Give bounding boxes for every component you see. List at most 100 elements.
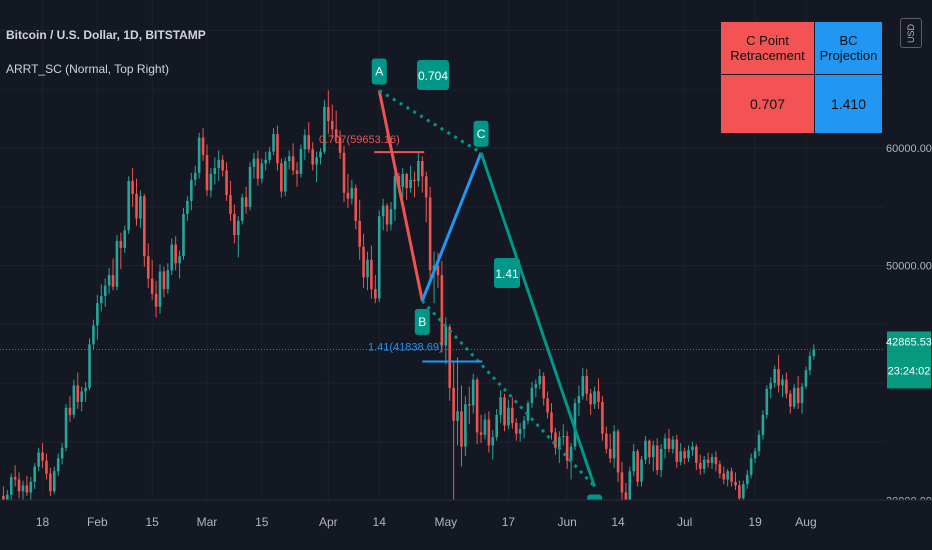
- candle[interactable]: [471, 373, 475, 414]
- candle[interactable]: [612, 425, 616, 468]
- candle[interactable]: [448, 324, 452, 401]
- candle[interactable]: [440, 260, 444, 353]
- candle[interactable]: [115, 235, 119, 291]
- candle[interactable]: [753, 447, 757, 464]
- candle[interactable]: [522, 416, 526, 439]
- candle[interactable]: [56, 453, 60, 476]
- candle[interactable]: [385, 203, 389, 232]
- candle[interactable]: [99, 284, 103, 312]
- candle[interactable]: [421, 156, 424, 193]
- candle[interactable]: [131, 168, 134, 207]
- currency-badge[interactable]: USD: [900, 18, 922, 48]
- candle[interactable]: [738, 480, 741, 503]
- candle[interactable]: [663, 433, 667, 459]
- candle[interactable]: [464, 396, 467, 456]
- candle[interactable]: [616, 428, 620, 482]
- candle[interactable]: [687, 445, 690, 462]
- candle[interactable]: [605, 426, 608, 454]
- candle[interactable]: [240, 193, 244, 225]
- candle[interactable]: [25, 475, 29, 496]
- candle[interactable]: [812, 344, 816, 360]
- candle[interactable]: [76, 372, 80, 409]
- candle[interactable]: [280, 158, 283, 198]
- candle[interactable]: [749, 453, 753, 479]
- candle[interactable]: [581, 367, 585, 400]
- candle[interactable]: [730, 467, 733, 487]
- candle[interactable]: [542, 372, 545, 406]
- candle[interactable]: [229, 180, 232, 221]
- candle[interactable]: [217, 150, 221, 181]
- candle[interactable]: [702, 455, 706, 474]
- candle[interactable]: [722, 466, 726, 485]
- candle[interactable]: [695, 444, 698, 471]
- candle[interactable]: [757, 430, 761, 456]
- candle[interactable]: [103, 278, 107, 307]
- candle[interactable]: [84, 381, 87, 402]
- candle[interactable]: [777, 354, 780, 393]
- candle[interactable]: [370, 245, 373, 299]
- candle[interactable]: [252, 152, 256, 179]
- candle[interactable]: [651, 440, 655, 472]
- candle[interactable]: [483, 413, 487, 440]
- candle[interactable]: [601, 396, 604, 441]
- candle[interactable]: [166, 263, 170, 294]
- candle[interactable]: [503, 393, 506, 432]
- candle[interactable]: [354, 184, 358, 230]
- candle[interactable]: [264, 151, 268, 171]
- candle[interactable]: [45, 453, 48, 480]
- candle[interactable]: [60, 443, 64, 465]
- candle[interactable]: [734, 472, 737, 491]
- candle[interactable]: [726, 468, 729, 487]
- candle[interactable]: [413, 171, 416, 198]
- candle[interactable]: [342, 145, 346, 203]
- candle[interactable]: [710, 453, 714, 469]
- candle[interactable]: [499, 390, 502, 424]
- candle[interactable]: [561, 424, 565, 446]
- candle[interactable]: [158, 264, 162, 314]
- candle[interactable]: [511, 397, 514, 429]
- candle[interactable]: [718, 460, 722, 479]
- candle[interactable]: [565, 431, 569, 469]
- candle[interactable]: [186, 196, 189, 221]
- candle[interactable]: [256, 150, 260, 186]
- candle[interactable]: [201, 128, 205, 162]
- candle[interactable]: [409, 165, 412, 193]
- candle[interactable]: [546, 391, 549, 419]
- candle[interactable]: [792, 384, 796, 409]
- symbol-legend[interactable]: Bitcoin / U.S. Dollar, 1D, BITSTAMP: [6, 28, 206, 42]
- candle[interactable]: [21, 480, 25, 503]
- candle[interactable]: [307, 122, 311, 153]
- candle[interactable]: [804, 366, 808, 389]
- candle[interactable]: [248, 162, 252, 211]
- candle[interactable]: [221, 155, 224, 177]
- candle[interactable]: [346, 173, 350, 209]
- candle[interactable]: [507, 399, 510, 429]
- candle[interactable]: [706, 452, 710, 468]
- candle[interactable]: [530, 381, 534, 408]
- candle[interactable]: [467, 386, 471, 425]
- candle[interactable]: [683, 447, 686, 465]
- candle[interactable]: [119, 232, 123, 270]
- candle[interactable]: [514, 418, 518, 441]
- candle[interactable]: [526, 400, 530, 425]
- candle[interactable]: [17, 472, 21, 499]
- candle[interactable]: [303, 129, 307, 160]
- candle[interactable]: [679, 443, 682, 466]
- candle[interactable]: [644, 436, 647, 465]
- candle[interactable]: [334, 110, 338, 144]
- candle[interactable]: [111, 258, 115, 291]
- candle[interactable]: [577, 385, 581, 417]
- candle[interactable]: [107, 267, 111, 294]
- candle[interactable]: [765, 385, 769, 419]
- candle[interactable]: [135, 178, 138, 226]
- candle[interactable]: [127, 176, 130, 234]
- candle[interactable]: [193, 165, 197, 186]
- candle[interactable]: [495, 408, 498, 441]
- candle[interactable]: [29, 477, 33, 500]
- candle[interactable]: [319, 148, 322, 165]
- candle[interactable]: [362, 233, 365, 288]
- candle[interactable]: [691, 441, 694, 456]
- candle[interactable]: [37, 447, 40, 472]
- candle[interactable]: [154, 280, 158, 318]
